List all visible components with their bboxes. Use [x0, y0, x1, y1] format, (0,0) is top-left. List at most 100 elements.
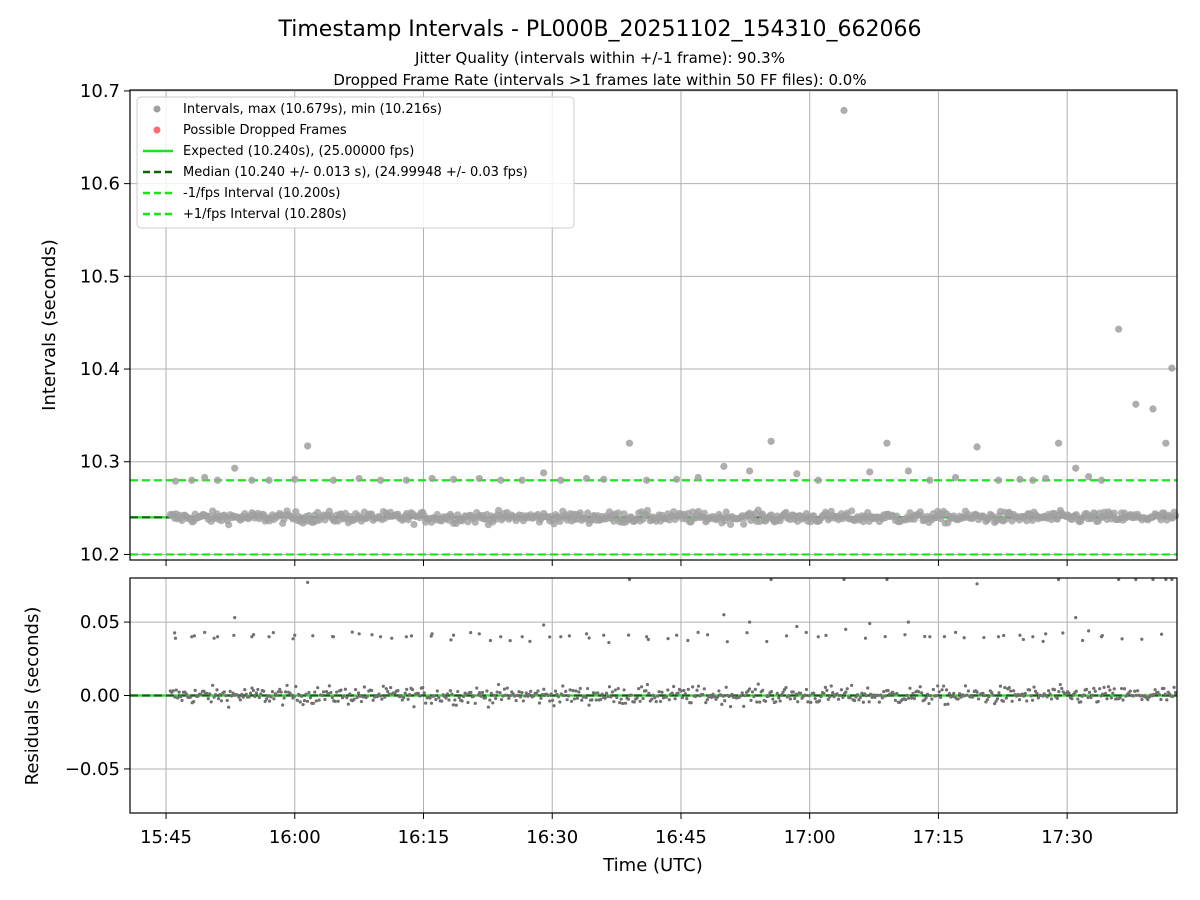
residual-point — [578, 686, 582, 691]
intervals-y-tick-label: 10.5 — [80, 266, 120, 287]
residual-point — [269, 695, 273, 699]
residual-point — [852, 698, 857, 703]
residual-point — [514, 699, 518, 703]
residual-point — [1159, 697, 1163, 702]
residual-point — [330, 634, 335, 639]
residual-point — [654, 700, 658, 704]
residual-outlier-point — [404, 635, 408, 639]
residual-point — [943, 702, 947, 707]
residual-point — [882, 689, 886, 694]
residual-point — [339, 688, 343, 692]
residual-point — [923, 634, 927, 639]
residual-point — [241, 695, 245, 699]
residual-point — [528, 639, 532, 643]
residual-point — [316, 686, 320, 690]
residual-point — [209, 700, 213, 704]
residual-point — [585, 686, 590, 691]
residual-point — [343, 687, 348, 691]
residual-point — [435, 689, 439, 693]
intervals-y-ticks: 10.2 10.3 10.4 10.5 10.6 10.7 — [80, 81, 130, 565]
residual-point — [567, 634, 571, 638]
residual-point — [709, 695, 714, 700]
residual-point — [850, 683, 854, 687]
residual-point — [1118, 696, 1122, 700]
residual-point — [637, 687, 641, 691]
residual-point — [453, 698, 457, 702]
residual-point — [574, 689, 578, 693]
residual-point — [911, 691, 915, 696]
interval-outlier-point — [376, 476, 385, 484]
residual-point — [704, 701, 708, 705]
residual-point — [1057, 690, 1061, 694]
residual-point — [565, 698, 569, 702]
residual-point — [422, 691, 426, 695]
residual-point — [352, 697, 356, 701]
legend-box — [136, 96, 575, 229]
residual-point — [641, 696, 645, 701]
residual-point — [508, 638, 512, 643]
residual-point — [886, 688, 890, 693]
interval-outlier-point — [329, 476, 337, 484]
residual-point — [1138, 694, 1143, 698]
residual-point — [1108, 688, 1112, 692]
residual-point — [925, 692, 930, 696]
residual-point — [346, 702, 350, 706]
residual-point — [457, 695, 461, 700]
residual-point — [685, 696, 689, 701]
residual-point — [1052, 688, 1057, 692]
intervals-y-axis-label: Intervals (seconds) — [39, 239, 60, 411]
residual-outlier-point — [602, 633, 606, 637]
residual-outlier-point — [1056, 577, 1061, 582]
residual-point — [825, 688, 829, 692]
residual-point — [568, 688, 572, 692]
residual-point — [1157, 693, 1162, 697]
residual-point — [723, 699, 727, 703]
residuals-panel: −0.050.000.05 15:45 16:00 16:15 16:30 16:45 1… — [22, 577, 1178, 876]
residual-point — [256, 687, 260, 692]
residual-point — [905, 693, 909, 697]
residual-point — [370, 633, 374, 637]
residual-point — [848, 696, 852, 700]
residual-point — [440, 699, 444, 703]
residual-outlier-point — [357, 632, 361, 636]
residual-point — [727, 694, 731, 699]
residual-point — [371, 698, 375, 702]
residual-point — [572, 697, 577, 701]
residual-outlier-point — [1044, 632, 1048, 636]
residual-point — [1159, 632, 1164, 636]
residual-point — [1140, 637, 1144, 641]
residual-point — [1153, 688, 1157, 692]
residual-point — [828, 695, 832, 699]
residual-point — [742, 704, 746, 708]
residual-point — [240, 692, 244, 696]
interval-point — [700, 509, 708, 517]
interval-outlier-point — [1016, 475, 1024, 483]
residual-point — [504, 693, 508, 697]
residual-outlier-point — [520, 635, 524, 639]
interval-point — [1171, 511, 1180, 520]
residual-point — [488, 638, 493, 643]
interval-point — [893, 512, 901, 520]
residual-point — [508, 694, 512, 698]
interval-outlier-point — [720, 462, 728, 470]
residual-point — [176, 696, 180, 700]
residual-point — [326, 691, 330, 696]
residual-point — [313, 690, 317, 694]
residual-point — [909, 696, 914, 700]
residual-point — [1028, 688, 1032, 692]
residual-point — [409, 634, 414, 638]
residual-point — [784, 686, 788, 690]
residual-point — [771, 697, 775, 701]
residual-point — [575, 696, 579, 700]
residual-point — [594, 698, 598, 702]
residual-point — [1029, 694, 1033, 698]
residual-point — [858, 695, 863, 699]
interval-outlier-point — [1168, 364, 1176, 372]
residual-point — [730, 692, 734, 696]
residual-point — [1067, 691, 1071, 695]
residual-point — [918, 685, 922, 689]
residual-point — [1156, 690, 1160, 694]
residual-point — [193, 688, 197, 692]
residual-point — [517, 690, 521, 694]
